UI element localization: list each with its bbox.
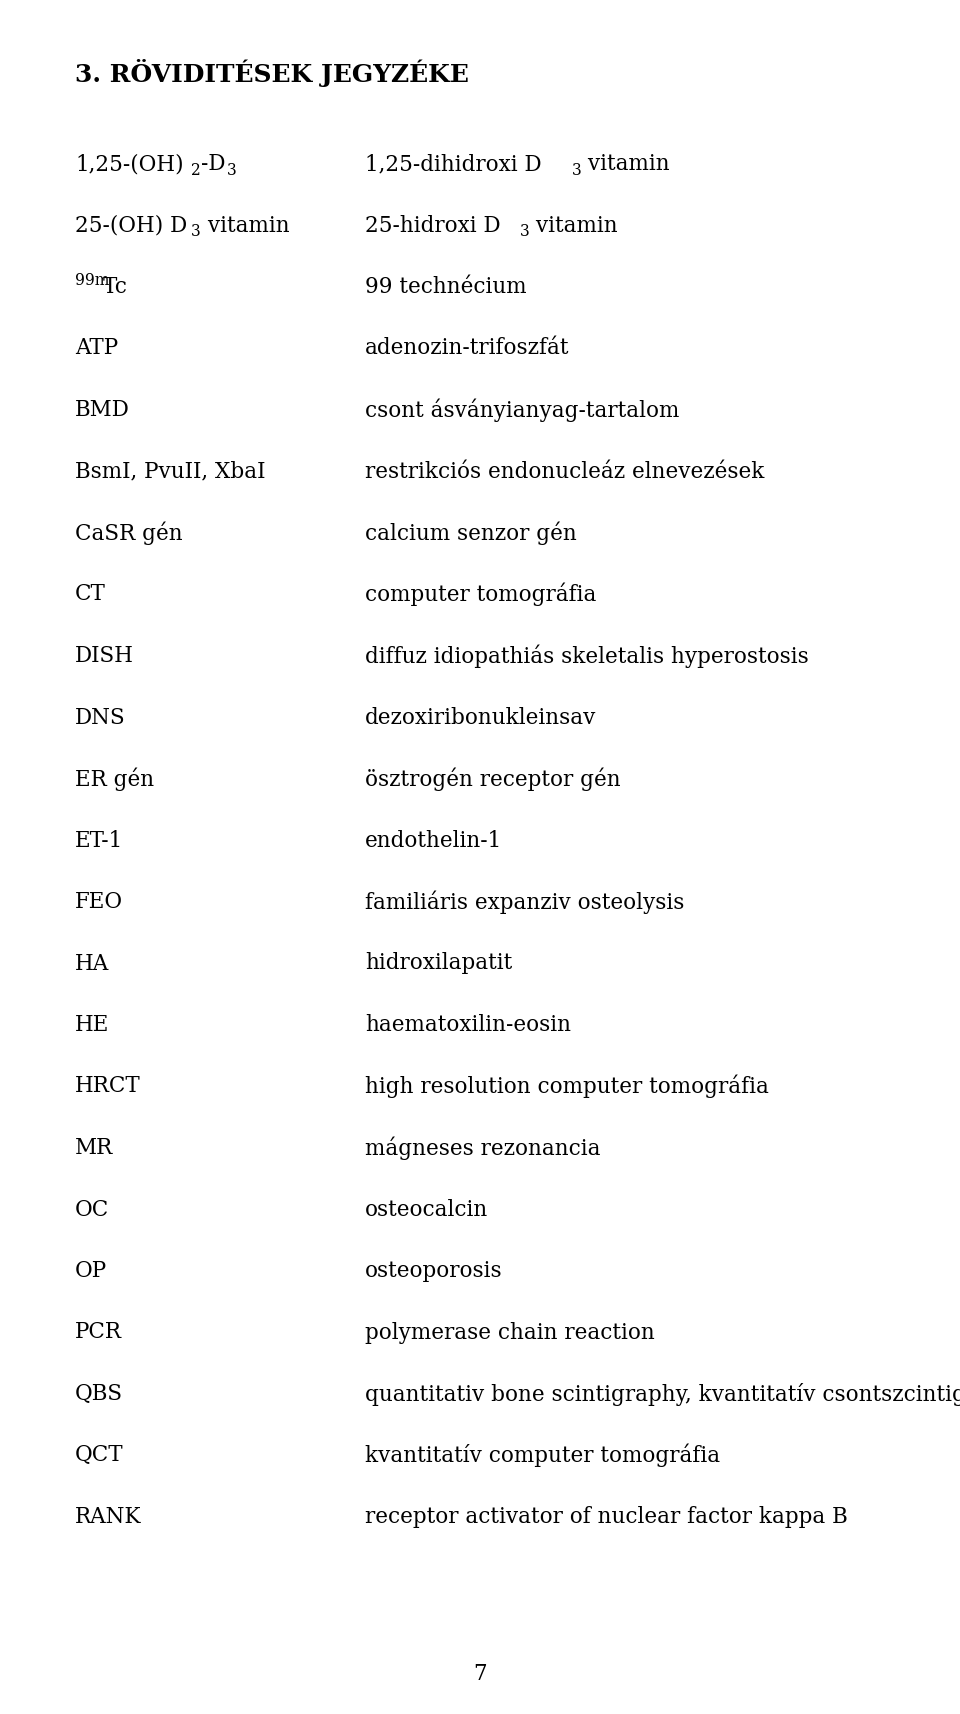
Text: ET-1: ET-1	[75, 830, 123, 852]
Text: ER gén: ER gén	[75, 768, 155, 790]
Text: vitamin: vitamin	[581, 153, 669, 175]
Text: osteoporosis: osteoporosis	[365, 1260, 503, 1282]
Text: restrikciós endonucleáz elnevezések: restrikciós endonucleáz elnevezések	[365, 461, 764, 483]
Text: RANK: RANK	[75, 1507, 141, 1527]
Text: receptor activator of nuclear factor kappa B: receptor activator of nuclear factor kap…	[365, 1507, 848, 1527]
Text: hidroxilapatit: hidroxilapatit	[365, 953, 513, 975]
Text: 3. RÖVIDITÉSEK JEGYZÉKE: 3. RÖVIDITÉSEK JEGYZÉKE	[75, 58, 468, 87]
Text: CaSR gén: CaSR gén	[75, 521, 182, 545]
Text: osteocalcin: osteocalcin	[365, 1198, 489, 1220]
Text: endothelin-1: endothelin-1	[365, 830, 502, 852]
Text: 99 technécium: 99 technécium	[365, 276, 527, 298]
Text: polymerase chain reaction: polymerase chain reaction	[365, 1321, 655, 1344]
Text: DISH: DISH	[75, 644, 134, 667]
Text: HA: HA	[75, 953, 109, 975]
Text: OC: OC	[75, 1198, 109, 1220]
Text: calcium senzor gén: calcium senzor gén	[365, 521, 577, 545]
Text: PCR: PCR	[75, 1321, 122, 1344]
Text: QCT: QCT	[75, 1445, 124, 1467]
Text: diffuz idiopathiás skeletalis hyperostosis: diffuz idiopathiás skeletalis hyperostos…	[365, 644, 808, 668]
Text: 99m: 99m	[75, 273, 109, 290]
Text: 3: 3	[520, 223, 530, 240]
Text: computer tomográfia: computer tomográfia	[365, 583, 596, 607]
Text: adenozin-trifoszfát: adenozin-trifoszfát	[365, 338, 569, 360]
Text: ATP: ATP	[75, 338, 118, 360]
Text: QBS: QBS	[75, 1383, 123, 1405]
Text: -D: -D	[201, 153, 225, 175]
Text: HRCT: HRCT	[75, 1075, 141, 1097]
Text: ösztrogén receptor gén: ösztrogén receptor gén	[365, 768, 620, 790]
Text: Tc: Tc	[103, 276, 128, 298]
Text: 3: 3	[227, 161, 236, 178]
Text: familiáris expanziv osteolysis: familiáris expanziv osteolysis	[365, 890, 684, 914]
Text: BMD: BMD	[75, 399, 130, 422]
Text: 2: 2	[191, 161, 201, 178]
Text: 1,25-(OH): 1,25-(OH)	[75, 153, 183, 175]
Text: 3: 3	[191, 223, 201, 240]
Text: BsmI, PvuII, XbaI: BsmI, PvuII, XbaI	[75, 461, 266, 483]
Text: DNS: DNS	[75, 706, 126, 728]
Text: kvantitatív computer tomográfia: kvantitatív computer tomográfia	[365, 1443, 720, 1467]
Text: CT: CT	[75, 583, 106, 605]
Text: quantitativ bone scintigraphy, kvantitatív csontszcintigráfia: quantitativ bone scintigraphy, kvantitat…	[365, 1381, 960, 1405]
Text: 25-hidroxi D: 25-hidroxi D	[365, 214, 500, 237]
Text: FEO: FEO	[75, 891, 123, 914]
Text: vitamin: vitamin	[201, 214, 289, 237]
Text: mágneses rezonancia: mágneses rezonancia	[365, 1136, 601, 1160]
Text: 1,25-dihidroxi D: 1,25-dihidroxi D	[365, 153, 541, 175]
Text: high resolution computer tomográfia: high resolution computer tomográfia	[365, 1075, 769, 1099]
Text: 7: 7	[473, 1663, 487, 1685]
Text: OP: OP	[75, 1260, 108, 1282]
Text: haematoxilin-eosin: haematoxilin-eosin	[365, 1015, 571, 1035]
Text: HE: HE	[75, 1015, 109, 1035]
Text: csont ásványianyag-tartalom: csont ásványianyag-tartalom	[365, 398, 680, 422]
Text: vitamin: vitamin	[529, 214, 618, 237]
Text: 25-(OH) D: 25-(OH) D	[75, 214, 187, 237]
Text: 3: 3	[571, 161, 582, 178]
Text: MR: MR	[75, 1136, 113, 1159]
Text: dezoxiribonukleinsav: dezoxiribonukleinsav	[365, 706, 596, 728]
